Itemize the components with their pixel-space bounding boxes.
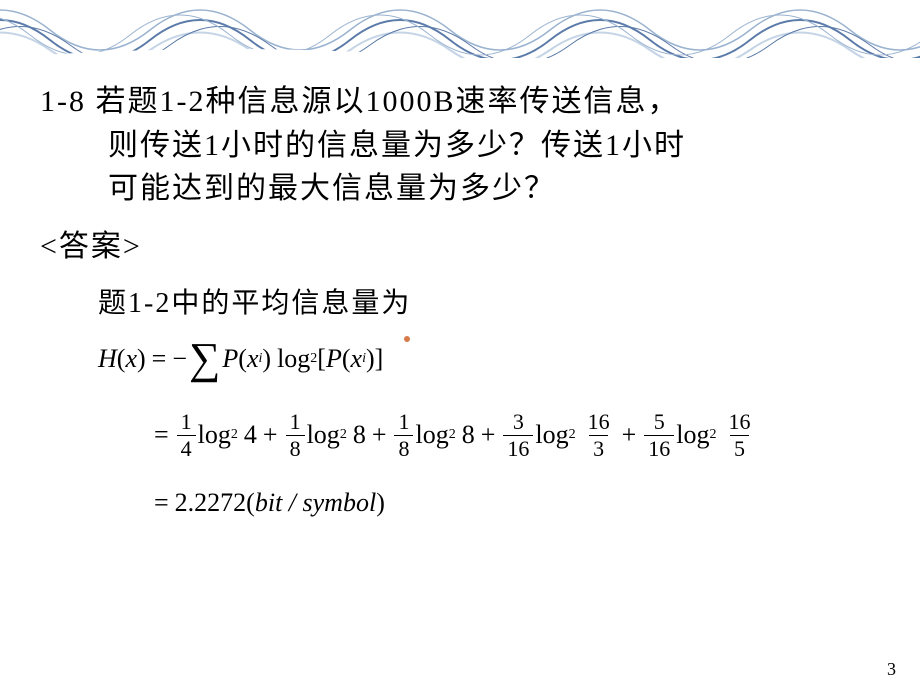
frac-16-3: 163 [584,411,614,460]
question-line-1: 1-8 若题1-2种信息源以1000B速率传送信息， [40,80,890,124]
frac-16-5: 165 [725,411,755,460]
lbrack: [ [317,344,326,374]
rparen: ) [366,344,375,374]
rparen: ) [376,488,385,518]
slide-header-pattern [0,0,920,58]
sym-x: x [125,344,137,374]
log: log [535,420,568,450]
plus: + [372,420,387,450]
val-8: 8 [353,420,366,450]
question-line-2: 则传送1小时的信息量为多少？传送1小时 [40,124,890,168]
page-number: 3 [887,659,896,680]
result-unit: bit / symbol [255,488,376,518]
sym-xi: x [351,344,363,374]
rbrack: ] [375,344,384,374]
result-value: 2.2272 [175,488,247,518]
plus: + [263,420,278,450]
sym-xi: x [247,344,259,374]
sigma-icon: ∑ [189,337,220,381]
eq: = [154,420,169,450]
slide-content: 1-8 若题1-2种信息源以1000B速率传送信息， 则传送1小时的信息量为多少… [0,0,920,518]
entropy-expansion: = 14 log2 4 + 18 log2 8 + 18 log2 8 + 31… [40,411,890,460]
sym-P: P [326,344,342,374]
rparen: ) [262,344,271,374]
lparen: ( [238,344,247,374]
sym-P: P [222,344,238,374]
eq: = [152,344,167,374]
frac-3-16: 316 [503,411,533,460]
entropy-definition: H ( x ) = − ∑ P ( xi ) log2 [ P ( xi ) ] [40,337,890,381]
log: log [307,420,340,450]
sym-H: H [98,344,117,374]
log: log [676,420,709,450]
frac-1-4: 14 [177,411,196,460]
frac-1-8b: 18 [394,411,413,460]
val-8b: 8 [462,420,475,450]
eq: = [154,488,169,518]
entropy-result: = 2.2272 ( bit / symbol ) [40,488,890,518]
frac-1-8: 18 [286,411,305,460]
question-text: 1-8 若题1-2种信息源以1000B速率传送信息， 则传送1小时的信息量为多少… [40,80,890,211]
answer-label: <答案> [40,221,890,265]
signature-dot [404,336,410,342]
answer-intro: 题1-2中的平均信息量为 [40,281,890,321]
lparen: ( [246,488,255,518]
plus: + [622,420,637,450]
val-4: 4 [244,420,257,450]
question-line-3: 可能达到的最大信息量为多少？ [40,167,890,211]
log: log [198,420,231,450]
lparen: ( [342,344,351,374]
log: log [415,420,448,450]
log: log [277,344,310,374]
minus: − [172,344,187,374]
frac-5-16: 516 [644,411,674,460]
plus: + [481,420,496,450]
rparen: ) [137,344,146,374]
